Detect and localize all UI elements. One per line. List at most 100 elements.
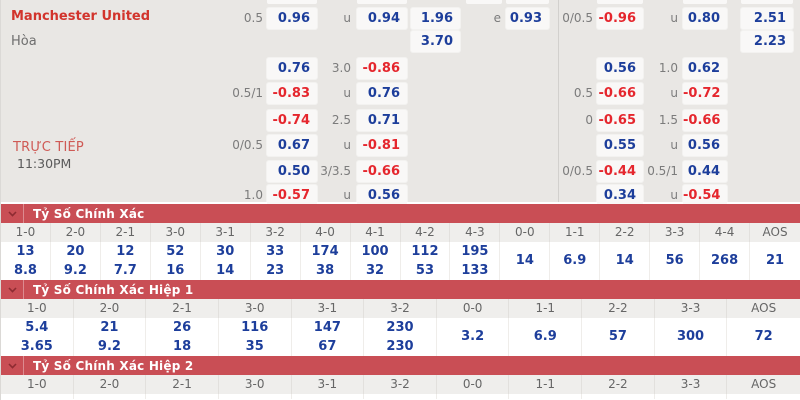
score-odds-value[interactable]: 14	[216, 263, 235, 278]
handicap-odds-button-right[interactable]: 0.55	[597, 135, 643, 156]
handicap-odds-button[interactable]: 0.76	[267, 58, 317, 79]
score-odds-value[interactable]: 7.7	[113, 263, 137, 278]
score-odds-value[interactable]: 112	[411, 244, 439, 259]
score-odds-value[interactable]: 20	[66, 244, 85, 259]
handicap-odds-button-right[interactable]: 0.56	[597, 58, 643, 79]
score-odds-value[interactable]: 18	[173, 339, 192, 354]
score-odds-value[interactable]: 268	[711, 253, 739, 268]
score-odds-value[interactable]: 67	[318, 339, 337, 354]
score-odds-value[interactable]: 26	[173, 320, 192, 335]
score-odds-value[interactable]: 5.4	[25, 320, 49, 335]
1x2-odds-button[interactable]: 1.96	[411, 8, 460, 29]
cutoff-odds-box	[683, 0, 727, 4]
handicap-odds-button-right[interactable]: 0.34	[597, 185, 643, 206]
handicap-odds-button[interactable]: 0.67	[267, 135, 317, 156]
chevron-down-icon[interactable]	[1, 204, 24, 223]
score-column-header: 3-1	[201, 223, 251, 242]
1x2-odds-button[interactable]: 3.70	[411, 31, 460, 52]
score-column-header: 0-0	[437, 375, 510, 394]
total-odds-button-right[interactable]: 0.56	[683, 135, 727, 156]
score-odds-value[interactable]: 30	[216, 244, 235, 259]
handicap-odds-button-right[interactable]: -0.66	[597, 83, 643, 104]
total-line-label-right: u	[670, 138, 678, 152]
live-odds-section: Manchester United Hòa TRỰC TIẾP 11:30PM …	[1, 0, 800, 206]
score-odds-value[interactable]: 33	[266, 244, 285, 259]
handicap-odds-button-right[interactable]: -0.96	[597, 8, 643, 29]
score-odds-value[interactable]: 57	[608, 329, 627, 344]
score-odds-value[interactable]: 16	[166, 263, 185, 278]
total-odds-button-right[interactable]: -0.54	[683, 185, 727, 206]
score-odds-value[interactable]: 32	[365, 263, 385, 278]
even-odds-button[interactable]: 0.93	[506, 8, 549, 29]
score-odds-value[interactable]: 35	[245, 339, 264, 354]
score-odds-value[interactable]: 14	[615, 253, 634, 268]
handicap-odds-button[interactable]: -0.57	[267, 185, 317, 206]
score-odds-value[interactable]: 56	[665, 253, 684, 268]
score-cell: 116 35	[219, 318, 292, 356]
score-odds-value[interactable]: 133	[461, 263, 489, 278]
handicap-odds-button[interactable]: 0.96	[267, 8, 317, 29]
score-odds-value[interactable]: 9.2	[97, 339, 121, 354]
total-odds-button[interactable]: -0.86	[357, 58, 407, 79]
score-odds-value[interactable]: 52	[166, 244, 185, 259]
handicap-line-label-right: 0/0.5	[562, 11, 593, 25]
score-section-banner[interactable]: Tỷ Số Chính Xác Hiệp 2	[1, 356, 800, 375]
score-cell: 174 38	[301, 242, 351, 280]
score-section-banner[interactable]: Tỷ Số Chính Xác Hiệp 1	[1, 280, 800, 299]
total-odds-button[interactable]: 0.56	[357, 185, 407, 206]
score-odds-value[interactable]: 6.9	[533, 329, 557, 344]
handicap-odds-button[interactable]: -0.74	[267, 110, 317, 131]
score-column-header: 3-3	[655, 375, 728, 394]
score-odds-value[interactable]: 53	[415, 263, 435, 278]
score-cell: 6.9	[550, 242, 601, 280]
total-odds-button[interactable]: 0.71	[357, 110, 407, 131]
secondary-odds-button-right[interactable]: 2.51	[741, 8, 793, 29]
score-odds-value[interactable]: 12	[116, 244, 135, 259]
score-cell: 5.4 3.65	[1, 318, 74, 356]
score-odds-value[interactable]: 100	[361, 244, 389, 259]
draw-label: Hòa	[11, 34, 37, 49]
total-odds-button-right[interactable]: -0.66	[683, 110, 727, 131]
total-odds-button[interactable]: 0.76	[357, 83, 407, 104]
score-section-banner[interactable]: Tỷ Số Chính Xác	[1, 204, 800, 223]
handicap-odds-button-right[interactable]: -0.44	[597, 161, 643, 182]
score-odds-value[interactable]: 6.9	[563, 253, 587, 268]
score-odds-value[interactable]: 3.2	[461, 329, 485, 344]
chevron-down-icon[interactable]	[1, 280, 24, 299]
score-odds-value[interactable]: 116	[241, 320, 269, 335]
score-cell: 20 9.2	[51, 242, 101, 280]
total-odds-button[interactable]: 0.94	[357, 8, 407, 29]
total-odds-button-right[interactable]: 0.80	[683, 8, 727, 29]
score-odds-value[interactable]: 9.2	[63, 263, 87, 278]
score-odds-value[interactable]: 195	[461, 244, 489, 259]
score-odds-value[interactable]: 230	[386, 320, 414, 335]
total-odds-button[interactable]: -0.66	[357, 161, 407, 182]
total-odds-button-right[interactable]: 0.44	[683, 161, 727, 182]
score-odds-value[interactable]: 8.8	[13, 263, 37, 278]
total-odds-button-right[interactable]: -0.72	[683, 83, 727, 104]
handicap-odds-button[interactable]: -0.83	[267, 83, 317, 104]
score-odds-value[interactable]: 21	[765, 253, 785, 268]
handicap-odds-button[interactable]: 0.50	[267, 161, 317, 182]
score-cell	[509, 394, 583, 399]
chevron-down-icon[interactable]	[1, 356, 24, 375]
total-odds-button[interactable]: -0.81	[357, 135, 407, 156]
score-odds-value[interactable]: 147	[313, 320, 341, 335]
handicap-odds-button-right[interactable]: -0.65	[597, 110, 643, 131]
score-odds-value[interactable]: 72	[754, 329, 773, 344]
score-odds-value[interactable]: 230	[386, 339, 414, 354]
score-odds-value[interactable]: 38	[316, 263, 335, 278]
score-cell: 14	[600, 242, 651, 280]
score-column-header: 3-1	[292, 375, 365, 394]
score-odds-value[interactable]: 21	[100, 320, 119, 335]
score-column-header: 1-1	[550, 223, 601, 242]
home-team-name: Manchester United	[11, 9, 151, 24]
score-odds-value[interactable]: 300	[676, 329, 705, 344]
score-odds-value[interactable]: 23	[266, 263, 285, 278]
score-odds-value[interactable]: 174	[311, 244, 339, 259]
secondary-odds-button-right[interactable]: 2.23	[741, 31, 793, 52]
score-odds-value[interactable]: 14	[515, 253, 534, 268]
total-odds-button-right[interactable]: 0.62	[683, 58, 727, 79]
score-odds-value[interactable]: 3.65	[20, 339, 53, 354]
score-odds-value[interactable]: 13	[16, 244, 35, 259]
